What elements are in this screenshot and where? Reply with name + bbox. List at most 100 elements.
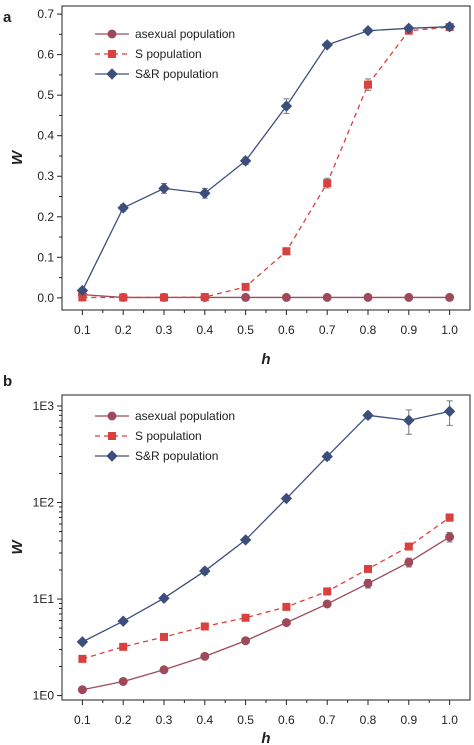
data-point — [241, 613, 250, 622]
data-point — [241, 282, 250, 291]
data-point — [241, 636, 251, 646]
data-point — [280, 100, 293, 112]
data-point — [119, 642, 128, 651]
data-point — [76, 284, 89, 297]
y-tick-label: 1E2 — [33, 496, 55, 510]
x-tick-label: 0.7 — [319, 713, 336, 727]
data-point — [200, 622, 209, 631]
data-point — [362, 25, 374, 37]
x-tick-label: 0.1 — [74, 713, 91, 727]
x-tick-label: 0.2 — [115, 713, 132, 727]
legend: asexual population S population S&R popula… — [95, 409, 235, 463]
data-point — [282, 602, 291, 611]
series-line — [82, 536, 450, 691]
data-point — [443, 405, 456, 418]
data-point — [362, 409, 374, 422]
x-tick-label: 0.6 — [278, 713, 295, 727]
x-tick-label: 0.7 — [319, 323, 336, 337]
data-point — [160, 632, 168, 641]
series-3 — [76, 400, 456, 648]
data-point — [322, 599, 332, 609]
data-point — [445, 513, 454, 522]
data-point — [78, 654, 87, 663]
data-point — [363, 292, 373, 302]
data-point — [281, 618, 291, 628]
data-point — [323, 179, 332, 188]
data-point — [321, 39, 333, 51]
y-tick-label: 1E1 — [33, 592, 55, 606]
series-2 — [78, 513, 454, 663]
series-line — [82, 516, 450, 660]
y-tick-label: 0.3 — [37, 169, 54, 183]
y-axis-label: W — [9, 539, 26, 555]
x-tick-label: 0.8 — [360, 713, 377, 727]
data-point — [239, 534, 252, 546]
legend-label: S population — [135, 47, 202, 61]
x-tick-label: 0.2 — [115, 323, 132, 337]
y-tick-label: 0.1 — [37, 250, 54, 264]
legend-label: asexual population — [135, 409, 235, 423]
series-line — [82, 293, 450, 299]
series-1 — [77, 531, 455, 695]
series-2 — [78, 23, 454, 302]
data-point — [77, 685, 87, 695]
data-point — [158, 592, 170, 604]
legend-label: S&R population — [135, 449, 218, 463]
x-tick-label: 0.9 — [400, 323, 417, 337]
series-line — [81, 26, 450, 291]
y-tick-label: 1E3 — [33, 399, 55, 413]
data-point — [322, 292, 332, 302]
series-line — [82, 410, 450, 643]
panel-label: b — [3, 373, 12, 390]
data-point — [199, 187, 211, 199]
data-point — [321, 450, 333, 463]
x-tick-label: 0.3 — [156, 713, 173, 727]
x-axis-label: h — [261, 351, 270, 368]
data-point — [445, 532, 455, 542]
legend-marker — [106, 450, 118, 462]
data-point — [403, 414, 415, 427]
data-point — [199, 565, 211, 577]
data-point — [364, 80, 372, 89]
x-tick-label: 0.1 — [74, 323, 91, 337]
data-point — [241, 292, 251, 302]
legend-label: S&R population — [135, 67, 218, 81]
data-point — [323, 587, 332, 596]
data-point — [443, 20, 456, 33]
data-point — [76, 636, 89, 648]
y-tick-label: 0.7 — [37, 7, 54, 21]
y-tick-label: 0.4 — [37, 129, 54, 143]
data-point — [404, 542, 413, 551]
data-point — [158, 182, 170, 195]
legend: asexual population S population S&R popula… — [95, 27, 235, 81]
data-point — [117, 615, 129, 627]
legend-marker — [108, 432, 116, 440]
data-point — [118, 676, 128, 686]
x-tick-label: 0.4 — [196, 323, 213, 337]
data-point — [159, 665, 169, 675]
data-point — [200, 651, 210, 661]
x-tick-label: 0.6 — [278, 323, 295, 337]
y-axis-label: W — [9, 149, 26, 165]
data-point — [403, 22, 415, 35]
y-tick-label: 0.0 — [37, 291, 54, 305]
x-tick-label: 0.4 — [196, 713, 213, 727]
panel-a-chart: a 0.1 0.2 0.3 0.4 0.5 0.6 0.7 0.8 0.9 1.0 0.0 0.1 0.2… — [3, 5, 471, 368]
data-point — [404, 557, 414, 567]
y-tick-label: 0.5 — [37, 88, 54, 102]
data-point — [445, 292, 455, 302]
legend-marker — [108, 50, 116, 58]
x-tick-label: 0.3 — [156, 323, 173, 337]
data-point — [364, 564, 372, 573]
legend-label: asexual population — [135, 27, 235, 41]
x-tick-label: 0.5 — [237, 713, 254, 727]
x-tick-label: 0.5 — [237, 323, 254, 337]
series-3 — [76, 20, 456, 297]
plot-frame — [61, 5, 471, 311]
legend-label: S population — [135, 429, 202, 443]
data-point — [404, 292, 414, 302]
data-point — [282, 247, 291, 256]
data-point — [281, 292, 291, 302]
y-tick-label: 0.2 — [37, 210, 54, 224]
